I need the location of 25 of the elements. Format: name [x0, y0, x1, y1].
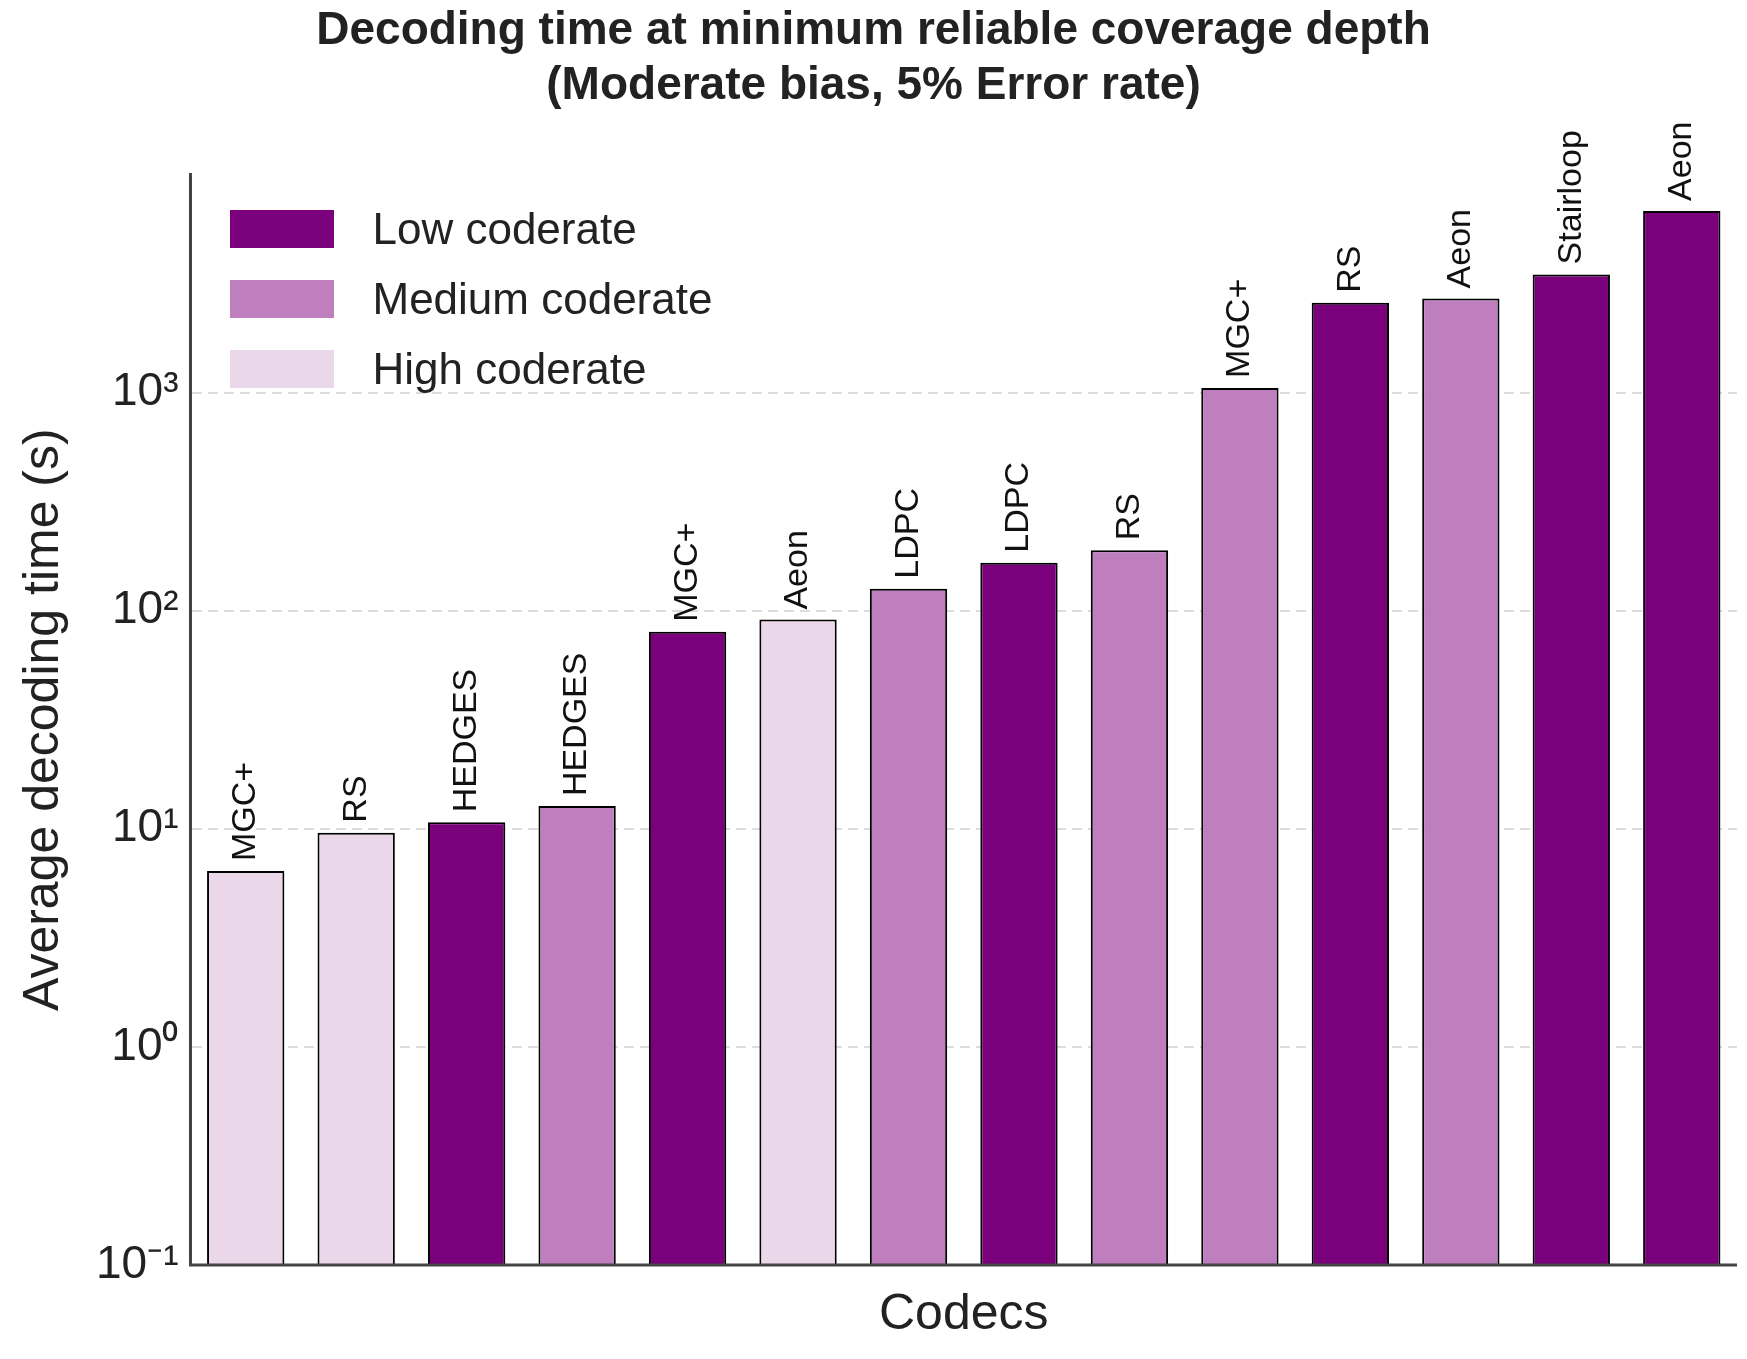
y-tick-label: 10⁰	[111, 1017, 179, 1070]
y-tick-label: 10⁻¹	[96, 1235, 179, 1288]
legend-label: Medium coderate	[372, 274, 713, 325]
x-tick-label: MGC+	[224, 761, 263, 862]
x-tick-label: Aeon	[1439, 209, 1478, 289]
y-tick-label: 10¹	[112, 799, 179, 852]
y-axis-title: Average decoding time (s)	[12, 428, 69, 1012]
x-tick-label: RS	[1328, 245, 1367, 293]
x-tick-label: LDPC	[997, 461, 1036, 553]
x-tick-label: LDPC	[886, 488, 925, 579]
x-tick-label: MGC+	[1218, 278, 1257, 378]
x-tick-label: RS	[1107, 493, 1146, 541]
chart-title: Decoding time at minimum reliable coverage depth (Moderate bias, 5% Error rate)	[316, 2, 1431, 110]
x-tick-label: HEDGES	[555, 652, 594, 797]
x-tick-label: RS	[334, 775, 373, 823]
legend-label: Low coderate	[372, 204, 637, 255]
x-tick-label: Aeon	[776, 530, 815, 610]
y-tick-label: 10²	[112, 581, 179, 634]
y-tick-label: 10³	[112, 363, 179, 416]
x-tick-label: HEDGES	[445, 668, 484, 813]
x-tick-label: MGC+	[665, 522, 704, 622]
x-axis-title: Codecs	[878, 1283, 1049, 1340]
x-tick-label: Stairloop	[1549, 130, 1588, 265]
x-tick-label: Aeon	[1660, 121, 1699, 201]
legend-label: High coderate	[372, 344, 647, 395]
